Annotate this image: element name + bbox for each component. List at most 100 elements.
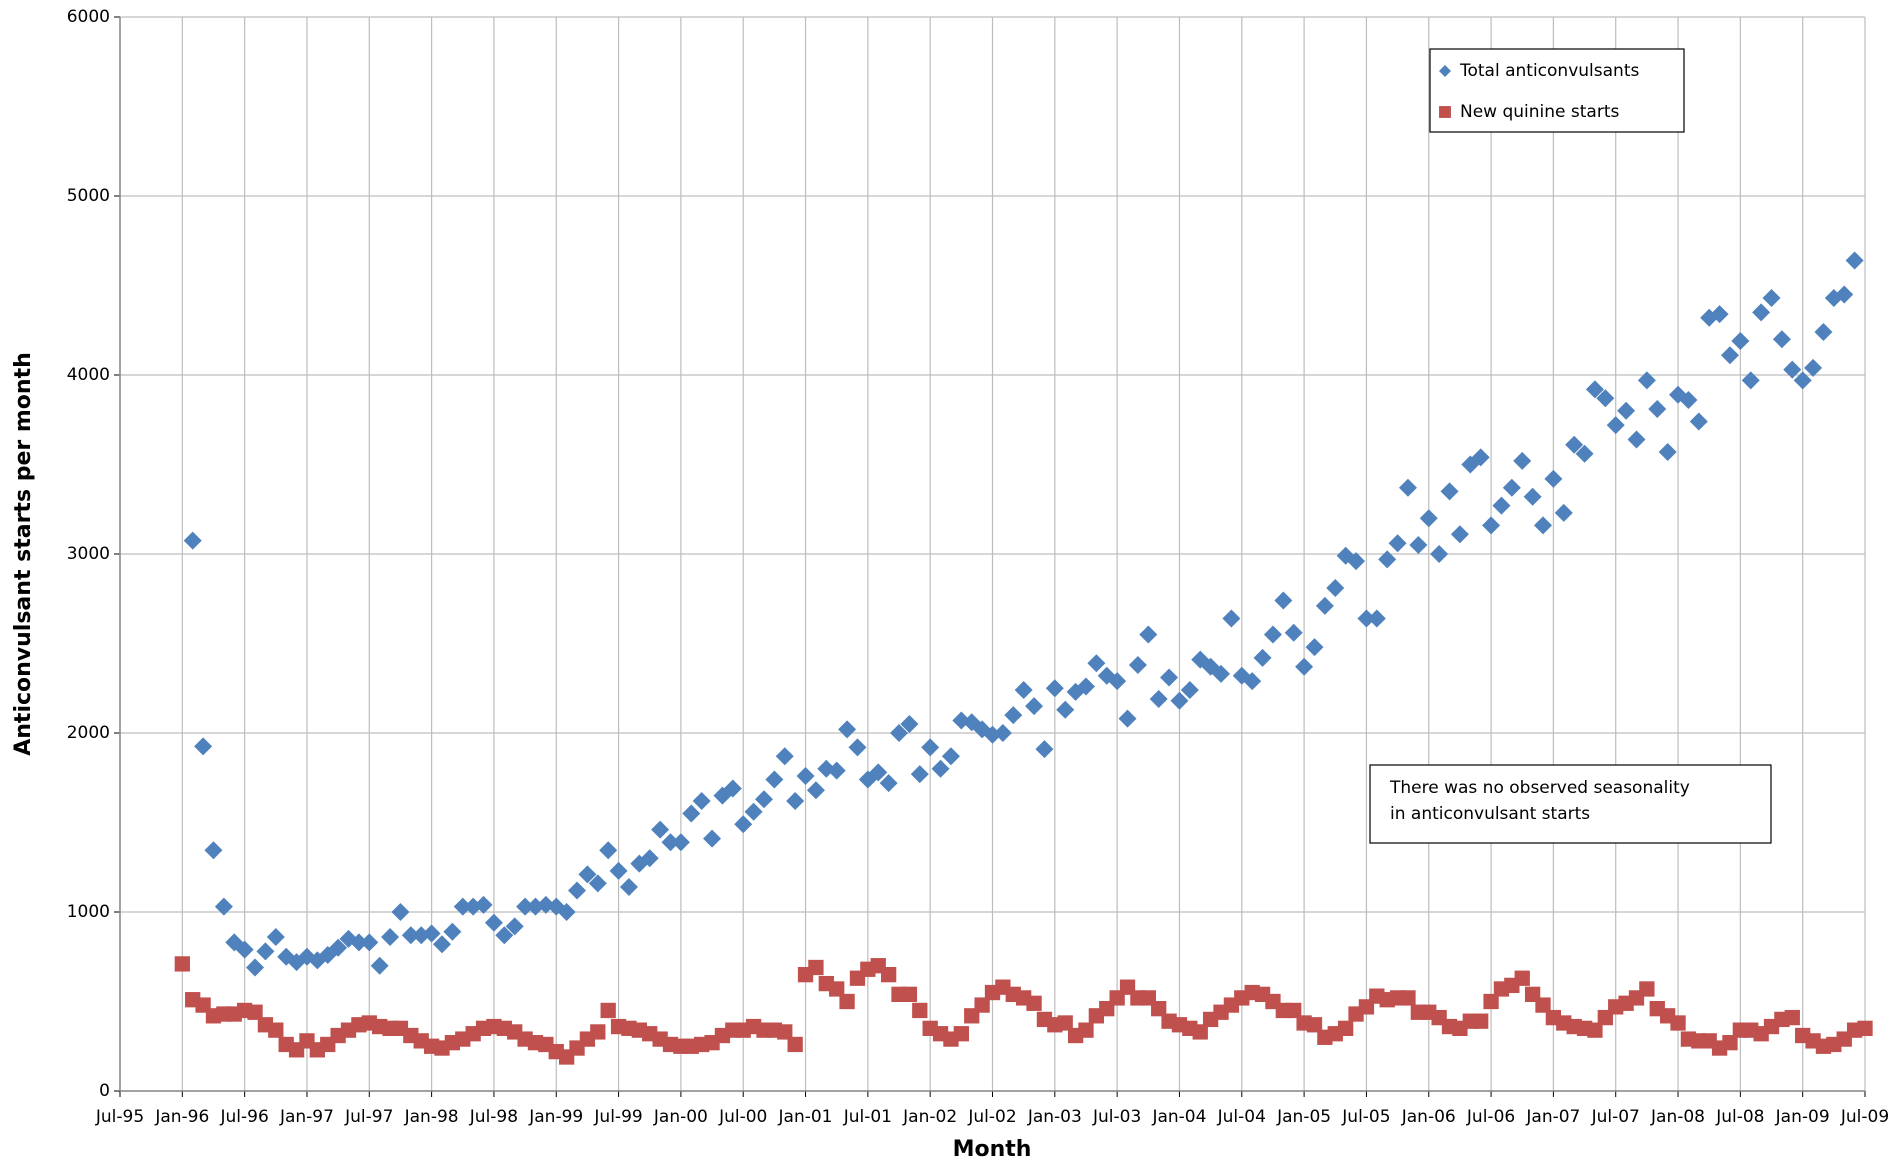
diamond-marker [453,897,472,916]
square-marker [1535,997,1551,1013]
diamond-marker [1315,596,1334,615]
diamond-marker [661,833,680,852]
diamond-marker [682,804,701,823]
square-marker [1670,1015,1686,1031]
diamond-marker [1471,448,1490,467]
diamond-marker [1565,435,1584,454]
square-marker [600,1002,616,1019]
diamond-marker [1450,525,1469,544]
x-tick-label: Jul-98 [469,1107,518,1127]
diamond-marker [1263,625,1282,644]
square-marker [839,993,855,1010]
diamond-marker [1430,545,1449,563]
x-tick-label: Jul-06 [1466,1107,1515,1127]
square-marker [1784,1009,1800,1026]
diamond-marker [505,917,524,936]
diamond-marker [671,833,690,852]
diamond-marker [890,724,909,742]
diamond-marker [1762,289,1781,308]
diamond-marker [941,747,960,766]
diamond-marker [1544,469,1563,488]
diamond-marker [848,738,867,757]
legend-label: New quinine starts [1460,102,1620,122]
y-tick-label: 4000 [67,365,110,385]
diamond-marker [1814,323,1833,342]
diamond-marker [1367,609,1386,628]
diamond-marker [183,531,202,550]
diamond-marker [1689,412,1708,431]
diamond-marker [1139,625,1158,644]
diamond-marker [578,865,597,884]
diamond-marker [692,792,711,811]
diamond-marker [1160,668,1179,687]
diamond-marker [1409,536,1428,555]
square-marker [1639,981,1655,997]
diamond-marker [194,737,213,756]
diamond-marker [1523,487,1542,506]
diamond-marker [246,958,265,977]
diamond-marker [1804,358,1823,377]
diamond-marker [1731,331,1750,350]
diamond-marker [640,849,659,868]
diamond-marker [1035,740,1054,759]
diamond-marker [1076,677,1095,696]
diamond-marker [806,781,825,800]
diamond-marker [516,897,535,916]
diamond-marker [1492,496,1511,515]
annotation-box [1369,764,1772,844]
x-tick-label: Jan-01 [778,1107,833,1127]
square-marker [1151,1001,1167,1017]
x-tick-label: Jul-97 [344,1107,393,1127]
diamond-marker [879,774,898,793]
diamond-marker [557,903,576,921]
square-marker [1722,1035,1738,1051]
diamond-marker [1752,303,1771,322]
diamond-marker [1575,444,1594,463]
diamond-marker [1502,478,1521,497]
diamond-marker [921,738,940,757]
x-tick-label: Jan-06 [1401,1107,1456,1127]
legend-marker [1439,106,1451,118]
x-tick-label: Jan-98 [404,1107,459,1127]
x-axis-label: Month [953,1137,1032,1159]
x-tick-label: Jan-08 [1650,1107,1705,1127]
square-marker [1078,1022,1094,1038]
x-tick-label: Jan-04 [1151,1107,1206,1127]
x-tick-label: Jul-02 [967,1107,1016,1127]
diamond-marker [1482,516,1501,535]
x-tick-label: Jan-07 [1525,1107,1580,1127]
diamond-marker [1274,591,1293,610]
diamond-marker [568,881,587,900]
y-tick-label: 6000 [67,7,110,27]
x-tick-label: Jul-07 [1591,1107,1640,1127]
diamond-marker [443,922,462,941]
square-marker [174,956,190,972]
square-marker [912,1002,928,1019]
legend-box [1429,48,1685,133]
diamond-marker [1606,416,1625,435]
diamond-marker [734,815,753,834]
diamond-marker [1118,709,1137,728]
square-marker [777,1024,793,1040]
x-tick-label: Jul-09 [1840,1107,1889,1127]
square-marker [953,1026,969,1042]
diamond-marker [588,874,607,893]
diamond-marker [360,933,379,952]
diamond-marker [1419,509,1438,528]
diamond-marker [329,938,348,957]
square-marker [808,959,824,976]
diamond-marker [599,841,618,860]
square-marker [880,967,897,983]
diamond-marker [754,790,773,809]
diamond-marker [869,763,888,782]
square-marker [1286,1002,1302,1019]
diamond-marker [1627,430,1646,449]
diamond-marker [1720,346,1739,365]
diamond-marker [1388,534,1407,553]
diamond-marker [1793,371,1812,390]
y-axis-label: Anticonvulsant starts per month [11,352,36,756]
diamond-marker [204,841,223,860]
